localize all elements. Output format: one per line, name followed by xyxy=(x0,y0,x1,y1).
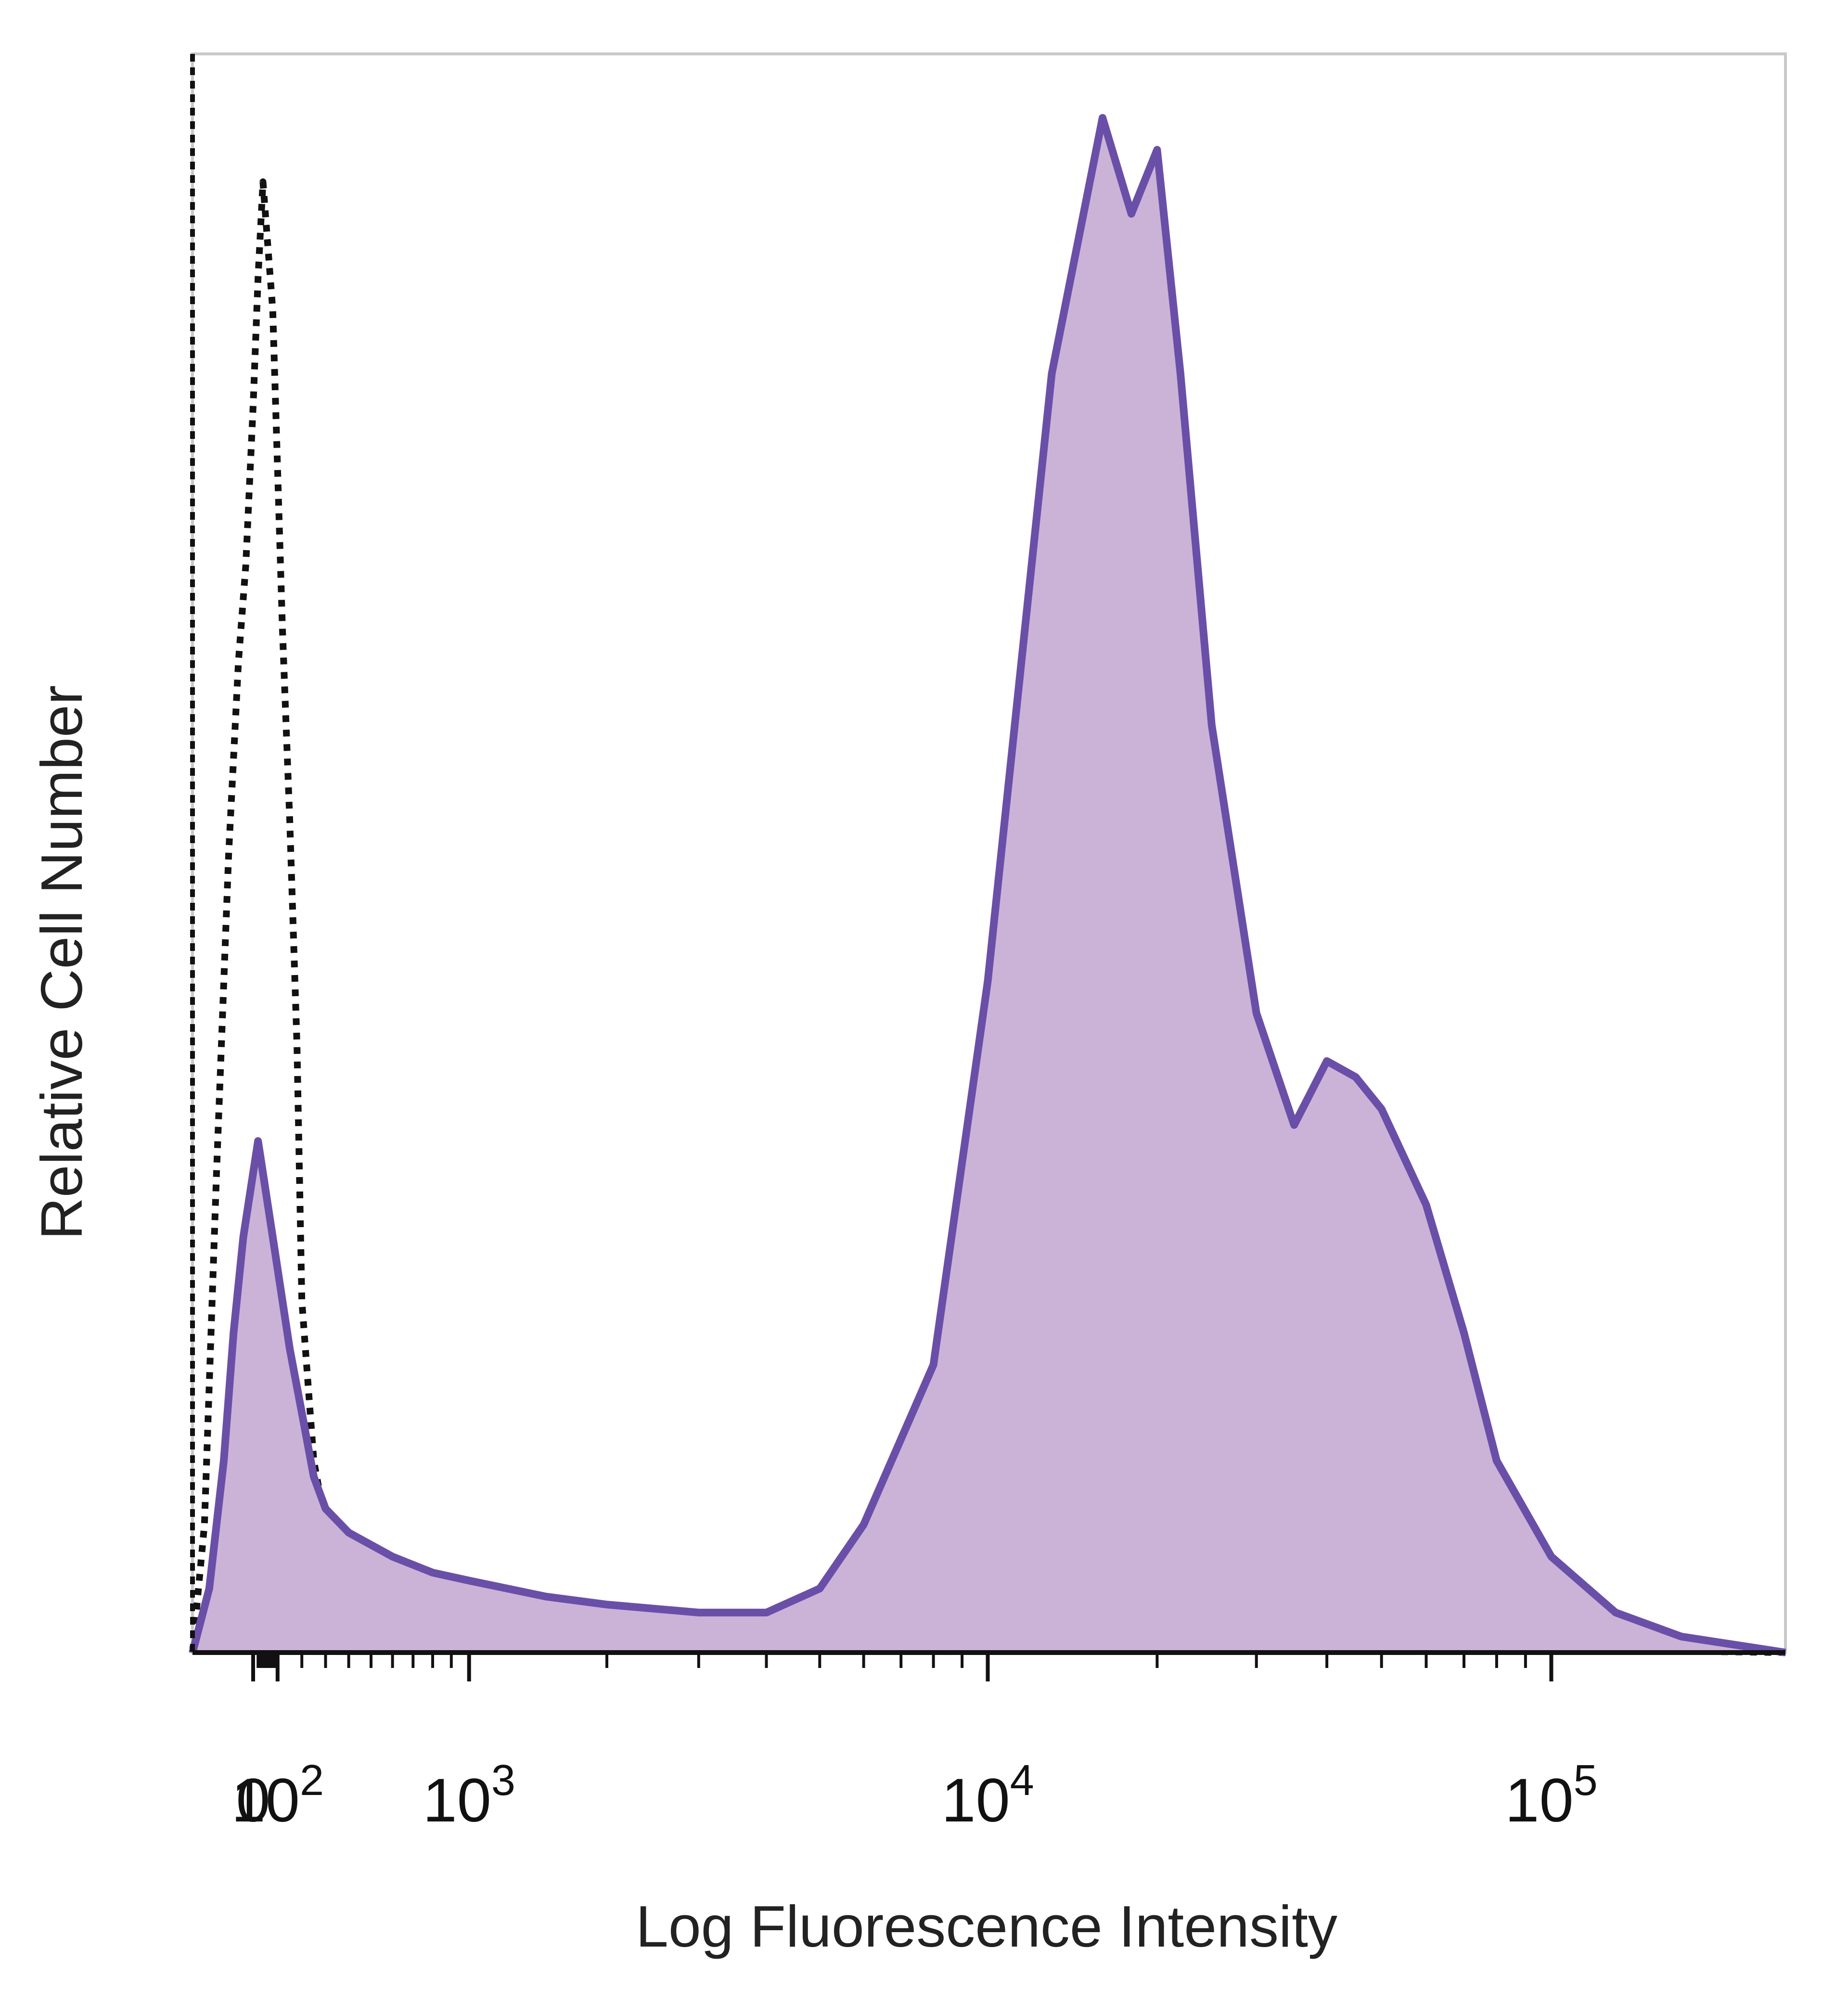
y-axis-title: Relative Cell Number xyxy=(29,685,94,1240)
x-axis-title: Log Fluorescence Intensity xyxy=(636,1894,1337,1959)
series-outline-1 xyxy=(189,114,1786,1656)
series-area-fill-1 xyxy=(192,117,1785,1653)
x-tick-label-1: 102 xyxy=(231,1756,324,1835)
x-tick-label-3: 104 xyxy=(941,1756,1034,1835)
series-dotted-line-0 xyxy=(189,178,1786,1656)
x-tick-label-0: 0 xyxy=(236,1766,270,1835)
x-tick-label-4: 105 xyxy=(1505,1756,1597,1835)
series-layer xyxy=(189,114,1786,1656)
x-tick-label-2: 103 xyxy=(423,1756,515,1835)
